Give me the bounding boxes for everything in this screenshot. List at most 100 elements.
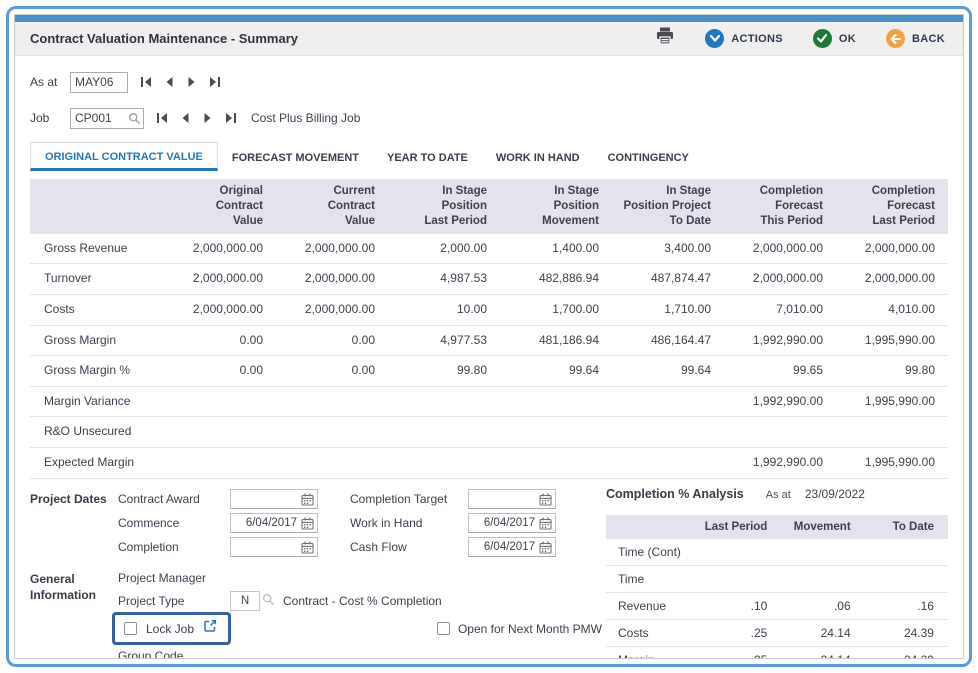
last-job-icon[interactable] — [225, 112, 237, 124]
table-row: Gross Margin 0.00 0.00 4,977.53 481,186.… — [30, 326, 948, 357]
table-row: Time (Cont) — [606, 539, 948, 566]
completion-analysis-header: Completion % Analysis As at 23/09/2022 — [606, 487, 948, 511]
cell: 99.65 — [792, 363, 823, 378]
cell: 1,992,990.00 — [752, 393, 823, 408]
last-record-icon[interactable] — [209, 76, 221, 88]
calendar-icon[interactable] — [539, 541, 552, 557]
tab-forecast-movement[interactable]: FORECAST MOVEMENT — [231, 152, 359, 164]
back-button[interactable]: BACK — [886, 29, 945, 48]
calendar-icon[interactable] — [539, 517, 552, 533]
app-window-frame: Contract Valuation Maintenance - Summary — [6, 6, 972, 667]
completion-analysis-panel: Completion % Analysis As at 23/09/2022 L… — [606, 487, 948, 658]
calendar-icon[interactable] — [539, 493, 552, 509]
first-record-icon[interactable] — [140, 76, 152, 88]
row-label: Costs — [618, 625, 649, 640]
cell: 1,995,990.00 — [864, 332, 935, 347]
work-in-hand-input[interactable] — [469, 513, 555, 532]
cell: 24.39 — [903, 625, 934, 640]
calendar-icon[interactable] — [301, 541, 314, 557]
cell — [276, 387, 388, 417]
row-label: Time (Cont) — [618, 544, 681, 559]
ok-button[interactable]: OK — [812, 29, 856, 48]
lock-job-label: Lock Job — [146, 621, 195, 636]
cell: 487,874.47 — [650, 271, 711, 286]
cell — [865, 566, 948, 592]
completion-target-input[interactable] — [469, 489, 555, 508]
cell: 1,710.00 — [664, 302, 711, 316]
table-row: Costs 2,000,000.00 2,000,000.00 10.00 1,… — [30, 295, 948, 326]
header-in-stage-last-period: In Stage Position Last Period — [424, 185, 487, 227]
job-search-icon[interactable] — [128, 112, 141, 130]
external-link-icon[interactable] — [203, 619, 217, 638]
summary-table: Original Contract Value Current Contract… — [30, 179, 948, 479]
tab-original-contract-value[interactable]: ORIGINAL CONTRACT VALUE — [30, 142, 218, 171]
first-job-icon[interactable] — [156, 112, 168, 124]
project-type-input[interactable] — [231, 592, 259, 611]
header-in-stage-project-to-date: In Stage Position Project To Date — [623, 185, 711, 227]
commence-field — [230, 512, 318, 533]
table-row: Turnover 2,000,000.00 2,000,000.00 4,987… — [30, 264, 948, 295]
cell: 1,992,990.00 — [752, 454, 823, 469]
cell — [500, 387, 612, 417]
lower-section: Project Dates Contract Award Completion … — [30, 487, 948, 658]
completion-input[interactable] — [231, 537, 317, 556]
completion-target-label: Completion Target — [350, 491, 448, 506]
cell: 2,000,000.00 — [192, 302, 263, 316]
previous-record-icon[interactable] — [163, 76, 175, 88]
next-job-icon[interactable] — [202, 112, 214, 124]
cell: 99.64 — [680, 363, 711, 378]
table-row: Expected Margin 1,992,990.00 1,995,990.0… — [30, 448, 948, 479]
tab-contingency[interactable]: CONTINGENCY — [607, 152, 689, 164]
commence-input[interactable] — [231, 513, 317, 532]
window-top-accent — [15, 15, 963, 22]
page-title: Contract Valuation Maintenance - Summary — [30, 31, 299, 46]
cell: 24.14 — [820, 625, 851, 640]
actions-button[interactable]: ACTIONS — [705, 29, 783, 48]
cell: .06 — [833, 598, 851, 613]
table-row: Margin Variance 1,992,990.00 1,995,990.0… — [30, 387, 948, 418]
cell: 4,977.53 — [440, 332, 487, 347]
contract-award-input[interactable] — [231, 489, 317, 508]
cell — [781, 566, 864, 592]
open-next-month-checkbox[interactable] — [436, 622, 450, 636]
job-nav-row: Job Cost Plus Billing Job — [30, 106, 948, 130]
table-row: Gross Revenue 2,000,000.00 2,000,000.00 … — [30, 234, 948, 265]
cell — [781, 539, 864, 565]
completion-as-at-label: As at — [765, 488, 791, 501]
cell — [612, 417, 724, 447]
header-blank — [606, 515, 698, 539]
tab-year-to-date[interactable]: YEAR TO DATE — [387, 152, 468, 164]
as-at-input[interactable] — [71, 72, 127, 92]
cell: 2,000,000.00 — [752, 240, 823, 255]
row-label: Revenue — [618, 598, 667, 613]
cell: 1,995,990.00 — [864, 393, 935, 408]
cell: .10 — [750, 598, 768, 613]
cell: 99.80 — [456, 363, 487, 378]
cell — [164, 387, 276, 417]
tab-work-in-hand[interactable]: WORK IN HAND — [495, 152, 580, 164]
cell: 2,000,000.00 — [304, 302, 375, 316]
next-record-icon[interactable] — [186, 76, 198, 88]
job-input[interactable] — [71, 108, 143, 128]
project-type-search-icon[interactable] — [262, 593, 275, 609]
actions-label: ACTIONS — [731, 32, 783, 45]
cell: 1,400.00 — [552, 240, 599, 255]
lock-job-checkbox[interactable] — [124, 622, 137, 636]
cash-flow-input[interactable] — [469, 537, 555, 556]
cell: 2,000,000.00 — [304, 271, 375, 286]
row-label: R&O Unsecured — [44, 424, 132, 439]
app-window: Contract Valuation Maintenance - Summary — [14, 14, 964, 659]
group-code-row: Group Code — [30, 645, 606, 658]
cash-flow-field — [468, 536, 556, 557]
calendar-icon[interactable] — [301, 517, 314, 533]
row-label: Margin Variance — [44, 393, 131, 408]
cell: 24.14 — [781, 647, 864, 658]
calendar-icon[interactable] — [301, 493, 314, 509]
date-row: Completion Cash Flow — [30, 535, 606, 559]
cell — [865, 539, 948, 565]
header-blank — [30, 179, 164, 234]
completion-analysis-title: Completion % Analysis — [606, 486, 744, 501]
previous-job-icon[interactable] — [179, 112, 191, 124]
cell: 3,400.00 — [664, 240, 711, 255]
print-button[interactable] — [655, 27, 675, 50]
